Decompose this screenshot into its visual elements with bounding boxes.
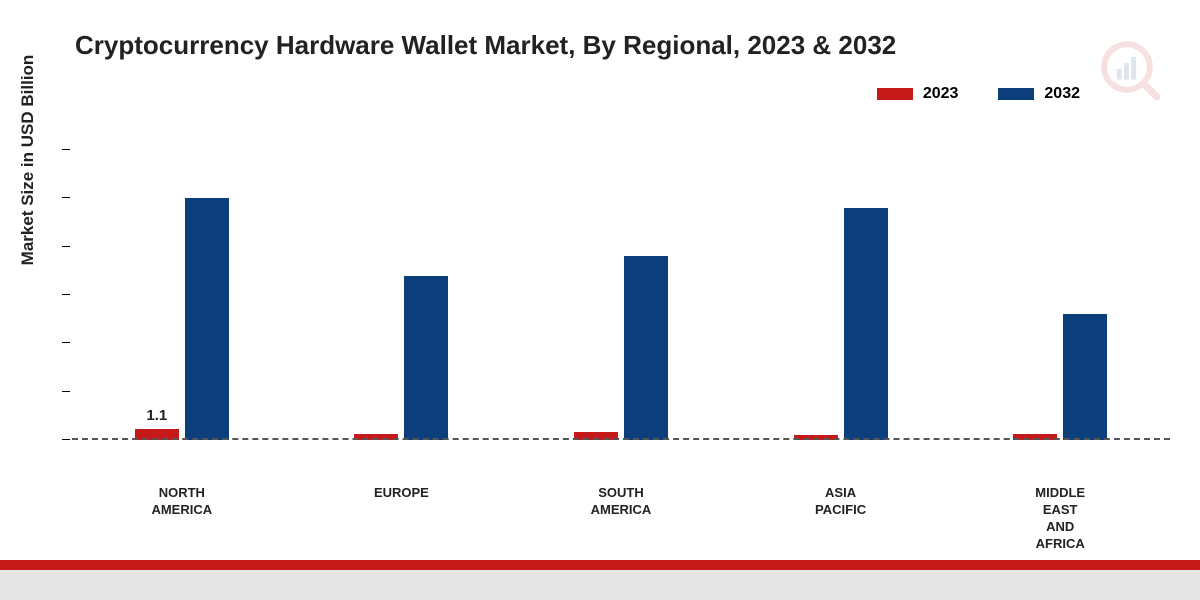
x-label: EUROPE	[341, 485, 461, 553]
x-label: ASIA PACIFIC	[781, 485, 901, 553]
x-label: NORTH AMERICA	[122, 485, 242, 553]
footer-gray-bar	[0, 570, 1200, 600]
bar-2032	[624, 256, 668, 440]
bar-2032	[185, 198, 229, 440]
legend: 2023 2032	[877, 85, 1080, 103]
bar-2032	[844, 208, 888, 440]
bar-value-label: 1.1	[146, 407, 167, 424]
bar-group	[1013, 150, 1107, 440]
y-tick	[62, 197, 70, 198]
bar-2032	[1063, 314, 1107, 440]
legend-swatch-2023	[877, 88, 913, 100]
y-tick	[62, 439, 70, 440]
y-tick	[62, 391, 70, 392]
x-label: MIDDLE EAST AND AFRICA	[1000, 485, 1120, 553]
bar-group	[354, 150, 448, 440]
bar-group	[794, 150, 888, 440]
y-axis-label: Market Size in USD Billion	[18, 30, 38, 290]
footer-bar	[0, 560, 1200, 600]
y-tick	[62, 294, 70, 295]
chart-container: Cryptocurrency Hardware Wallet Market, B…	[0, 0, 1200, 560]
y-tick	[62, 342, 70, 343]
y-tick	[62, 246, 70, 247]
bar-group: 1.1	[135, 150, 229, 440]
legend-item-2023: 2023	[877, 85, 959, 103]
bar-2032	[404, 276, 448, 440]
chart-title: Cryptocurrency Hardware Wallet Market, B…	[75, 30, 1170, 61]
bar-groups: 1.1	[72, 150, 1170, 440]
footer-red-bar	[0, 560, 1200, 570]
y-ticks	[52, 150, 70, 440]
legend-swatch-2032	[998, 88, 1034, 100]
legend-label-2032: 2032	[1044, 85, 1080, 103]
plot-area: 1.1	[72, 150, 1170, 440]
watermark-logo-icon	[1100, 40, 1160, 100]
x-label: SOUTH AMERICA	[561, 485, 681, 553]
baseline	[72, 438, 1170, 440]
x-labels: NORTH AMERICA EUROPE SOUTH AMERICA ASIA PAC…	[72, 485, 1170, 553]
legend-label-2023: 2023	[923, 85, 959, 103]
bar-group	[574, 150, 668, 440]
legend-item-2032: 2032	[998, 85, 1080, 103]
y-tick	[62, 149, 70, 150]
